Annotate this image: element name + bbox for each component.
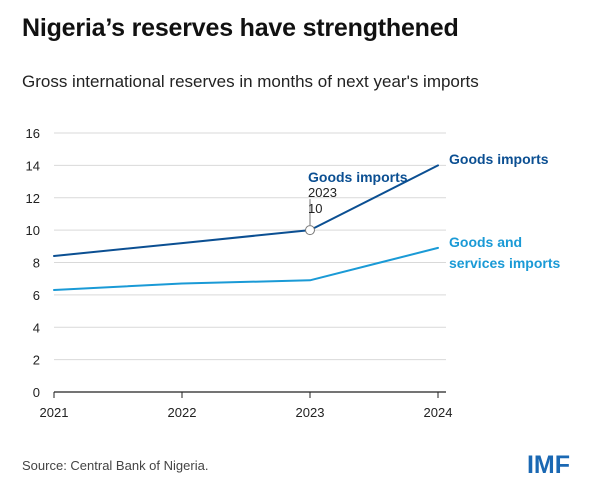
series-label-goods-and-services-imports: Goods and services imports	[449, 234, 560, 271]
y-tick-label: 2	[33, 353, 40, 368]
y-tick-label: 12	[26, 191, 40, 206]
y-tick-label: 6	[33, 288, 40, 303]
source-note: Source: Central Bank of Nigeria.	[22, 458, 209, 473]
x-tick-label: 2021	[40, 405, 69, 420]
chart-title: Nigeria’s reserves have strengthened	[22, 14, 459, 42]
gridlines	[54, 132, 446, 393]
y-tick-label: 10	[26, 223, 40, 238]
series-label-goods-imports: Goods imports	[449, 151, 549, 167]
series-label-line: Goods and	[449, 234, 522, 250]
y-tick-label: 4	[33, 320, 40, 335]
x-tick-label: 2022	[168, 405, 197, 420]
series-lines	[53, 164, 439, 291]
x-tick-label: 2024	[424, 405, 453, 420]
y-tick-label: 16	[26, 126, 40, 141]
annotation-series-label: Goods imports	[308, 169, 408, 185]
y-tick-label: 8	[33, 256, 40, 271]
series-labels: Goods imports Goods and services imports	[449, 151, 560, 271]
x-tick-label: 2023	[296, 405, 325, 420]
series-line-goods-imports	[53, 164, 439, 257]
series-label-line: services imports	[449, 255, 560, 271]
annotation-value: 10	[308, 201, 322, 216]
series-line-goods-and-services-imports	[53, 246, 439, 291]
y-tick-label: 0	[33, 385, 40, 400]
y-axis-ticks: 0 2 4 6 8 10 12 14 16	[26, 126, 40, 400]
annotation-year: 2023	[308, 185, 337, 200]
chart-subtitle: Gross international reserves in months o…	[22, 72, 479, 91]
x-axis-ticks: 2021 2022 2023 2024	[40, 392, 453, 420]
y-tick-label: 14	[26, 158, 40, 173]
imf-logo: IMF	[526, 451, 570, 479]
annotation-marker	[305, 225, 315, 236]
